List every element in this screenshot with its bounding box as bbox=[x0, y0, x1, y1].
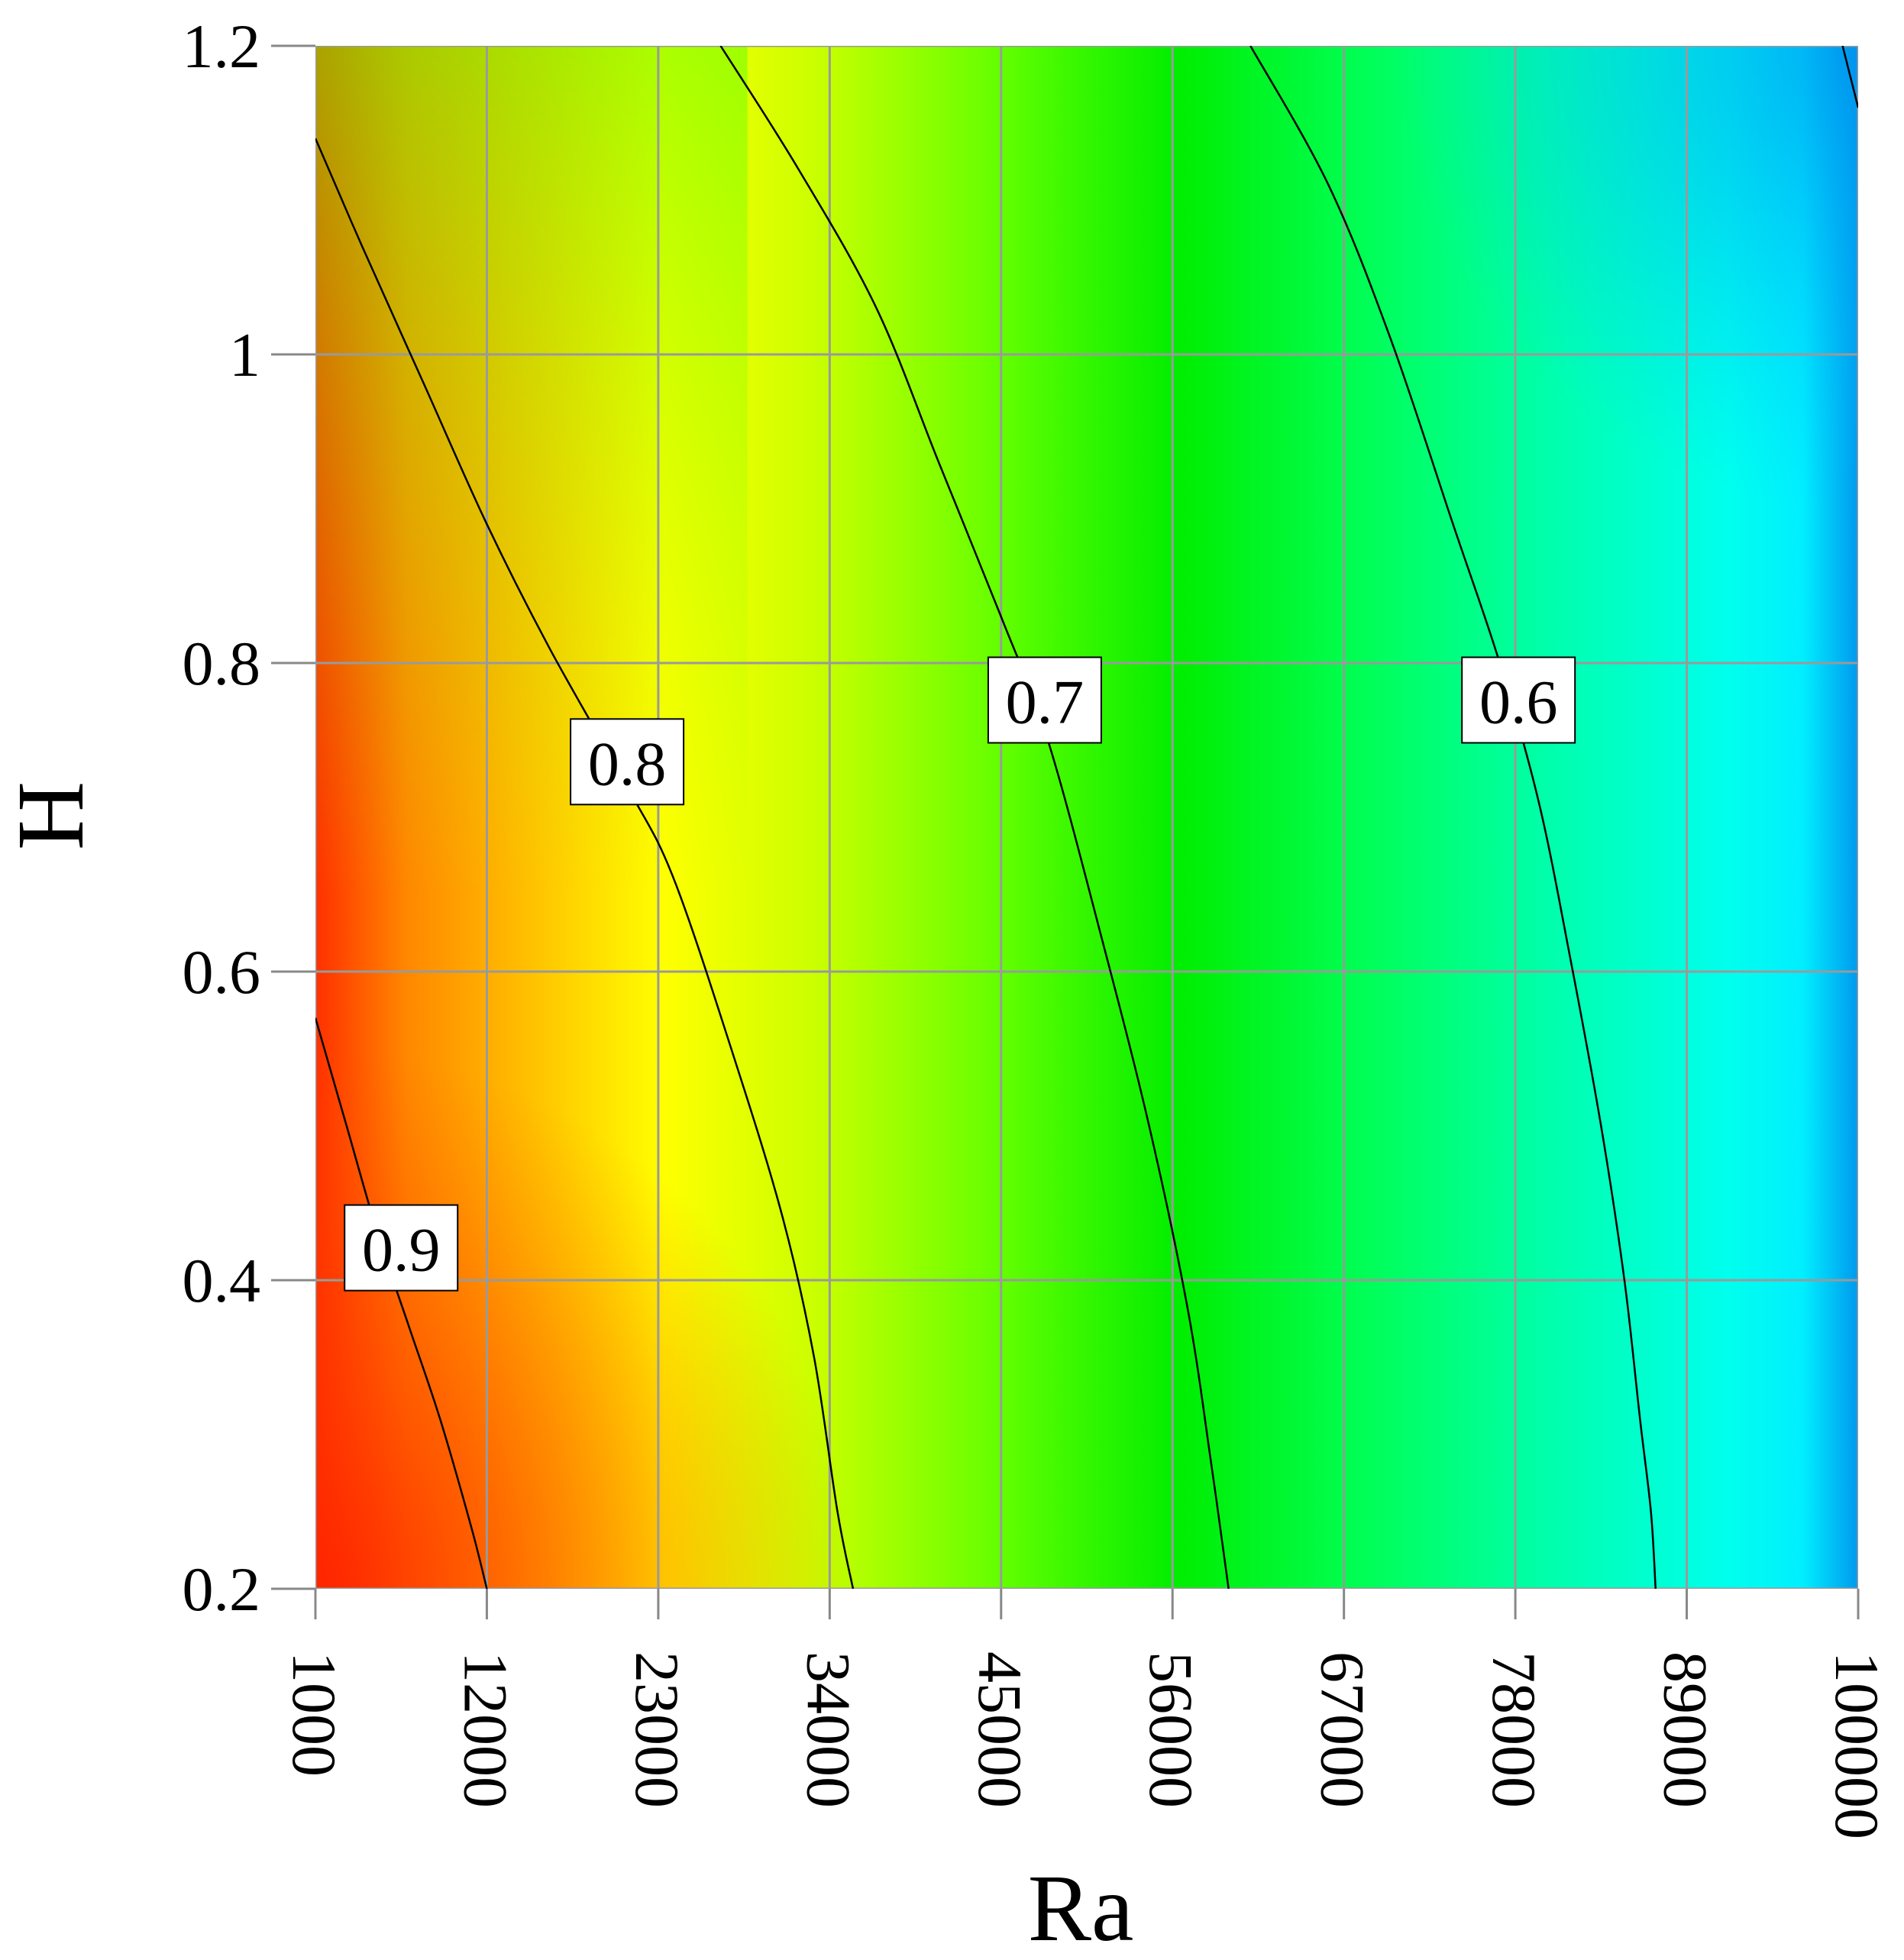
contour-label-text: 0.6 bbox=[1479, 668, 1558, 737]
y-tick-label: 1 bbox=[229, 320, 260, 390]
field-shade-top-right bbox=[315, 46, 1858, 1589]
y-tick-label: 0.8 bbox=[183, 629, 261, 698]
contour-label-box bbox=[1461, 656, 1576, 744]
contour-line-0-5 bbox=[1841, 46, 1858, 108]
x-tick-label: 100000 bbox=[1822, 1651, 1892, 1839]
contour-label-0-6: 0.6 bbox=[1461, 656, 1576, 744]
contour-line-0-6 bbox=[1249, 46, 1657, 1589]
x-tick-label: 12000 bbox=[451, 1651, 520, 1808]
contour-line-0-8 bbox=[315, 137, 855, 1589]
x-tick-label: 23000 bbox=[622, 1651, 692, 1808]
contour-lines bbox=[315, 46, 1858, 1589]
contour-label-0-9: 0.9 bbox=[344, 1204, 459, 1292]
x-tick-label: 34000 bbox=[794, 1651, 863, 1808]
plot-area bbox=[315, 46, 1858, 1589]
y-tick-label: 0.6 bbox=[183, 937, 261, 1007]
contour-line-0-9 bbox=[315, 1017, 488, 1589]
contour-label-box bbox=[987, 656, 1102, 744]
x-axis-title: Ra bbox=[1028, 1856, 1134, 1960]
contour-labels: 0.9 0.8 0.7 0.6 bbox=[344, 656, 1576, 1292]
y-tick-label: 1.2 bbox=[183, 11, 261, 81]
contour-label-box bbox=[570, 718, 685, 806]
contour-label-0-7: 0.7 bbox=[987, 656, 1102, 744]
x-tick-label: 78000 bbox=[1479, 1651, 1549, 1808]
contour-label-text: 0.9 bbox=[362, 1215, 441, 1285]
contour-label-text: 0.7 bbox=[1006, 668, 1085, 737]
grid-lines bbox=[315, 46, 1858, 1589]
axis-ticks: 1000 12000 23000 34000 45000 56000 67000 78000 8… bbox=[183, 11, 1893, 1839]
field-shading bbox=[315, 46, 1858, 1589]
contour-label-0-8: 0.8 bbox=[570, 718, 685, 806]
y-axis-title: H bbox=[0, 781, 104, 850]
contour-label-box bbox=[344, 1204, 459, 1292]
x-tick-label: 56000 bbox=[1136, 1651, 1206, 1808]
x-tick-label: 1000 bbox=[280, 1651, 349, 1777]
x-tick-label: 45000 bbox=[965, 1651, 1035, 1808]
x-tick-label: 67000 bbox=[1308, 1651, 1378, 1808]
contour-line-0-7 bbox=[719, 46, 1230, 1589]
x-tick-label: 89000 bbox=[1651, 1651, 1721, 1808]
y-tick-label: 0.2 bbox=[183, 1554, 261, 1624]
y-tick-label: 0.4 bbox=[183, 1246, 261, 1315]
contour-label-text: 0.8 bbox=[588, 729, 667, 798]
